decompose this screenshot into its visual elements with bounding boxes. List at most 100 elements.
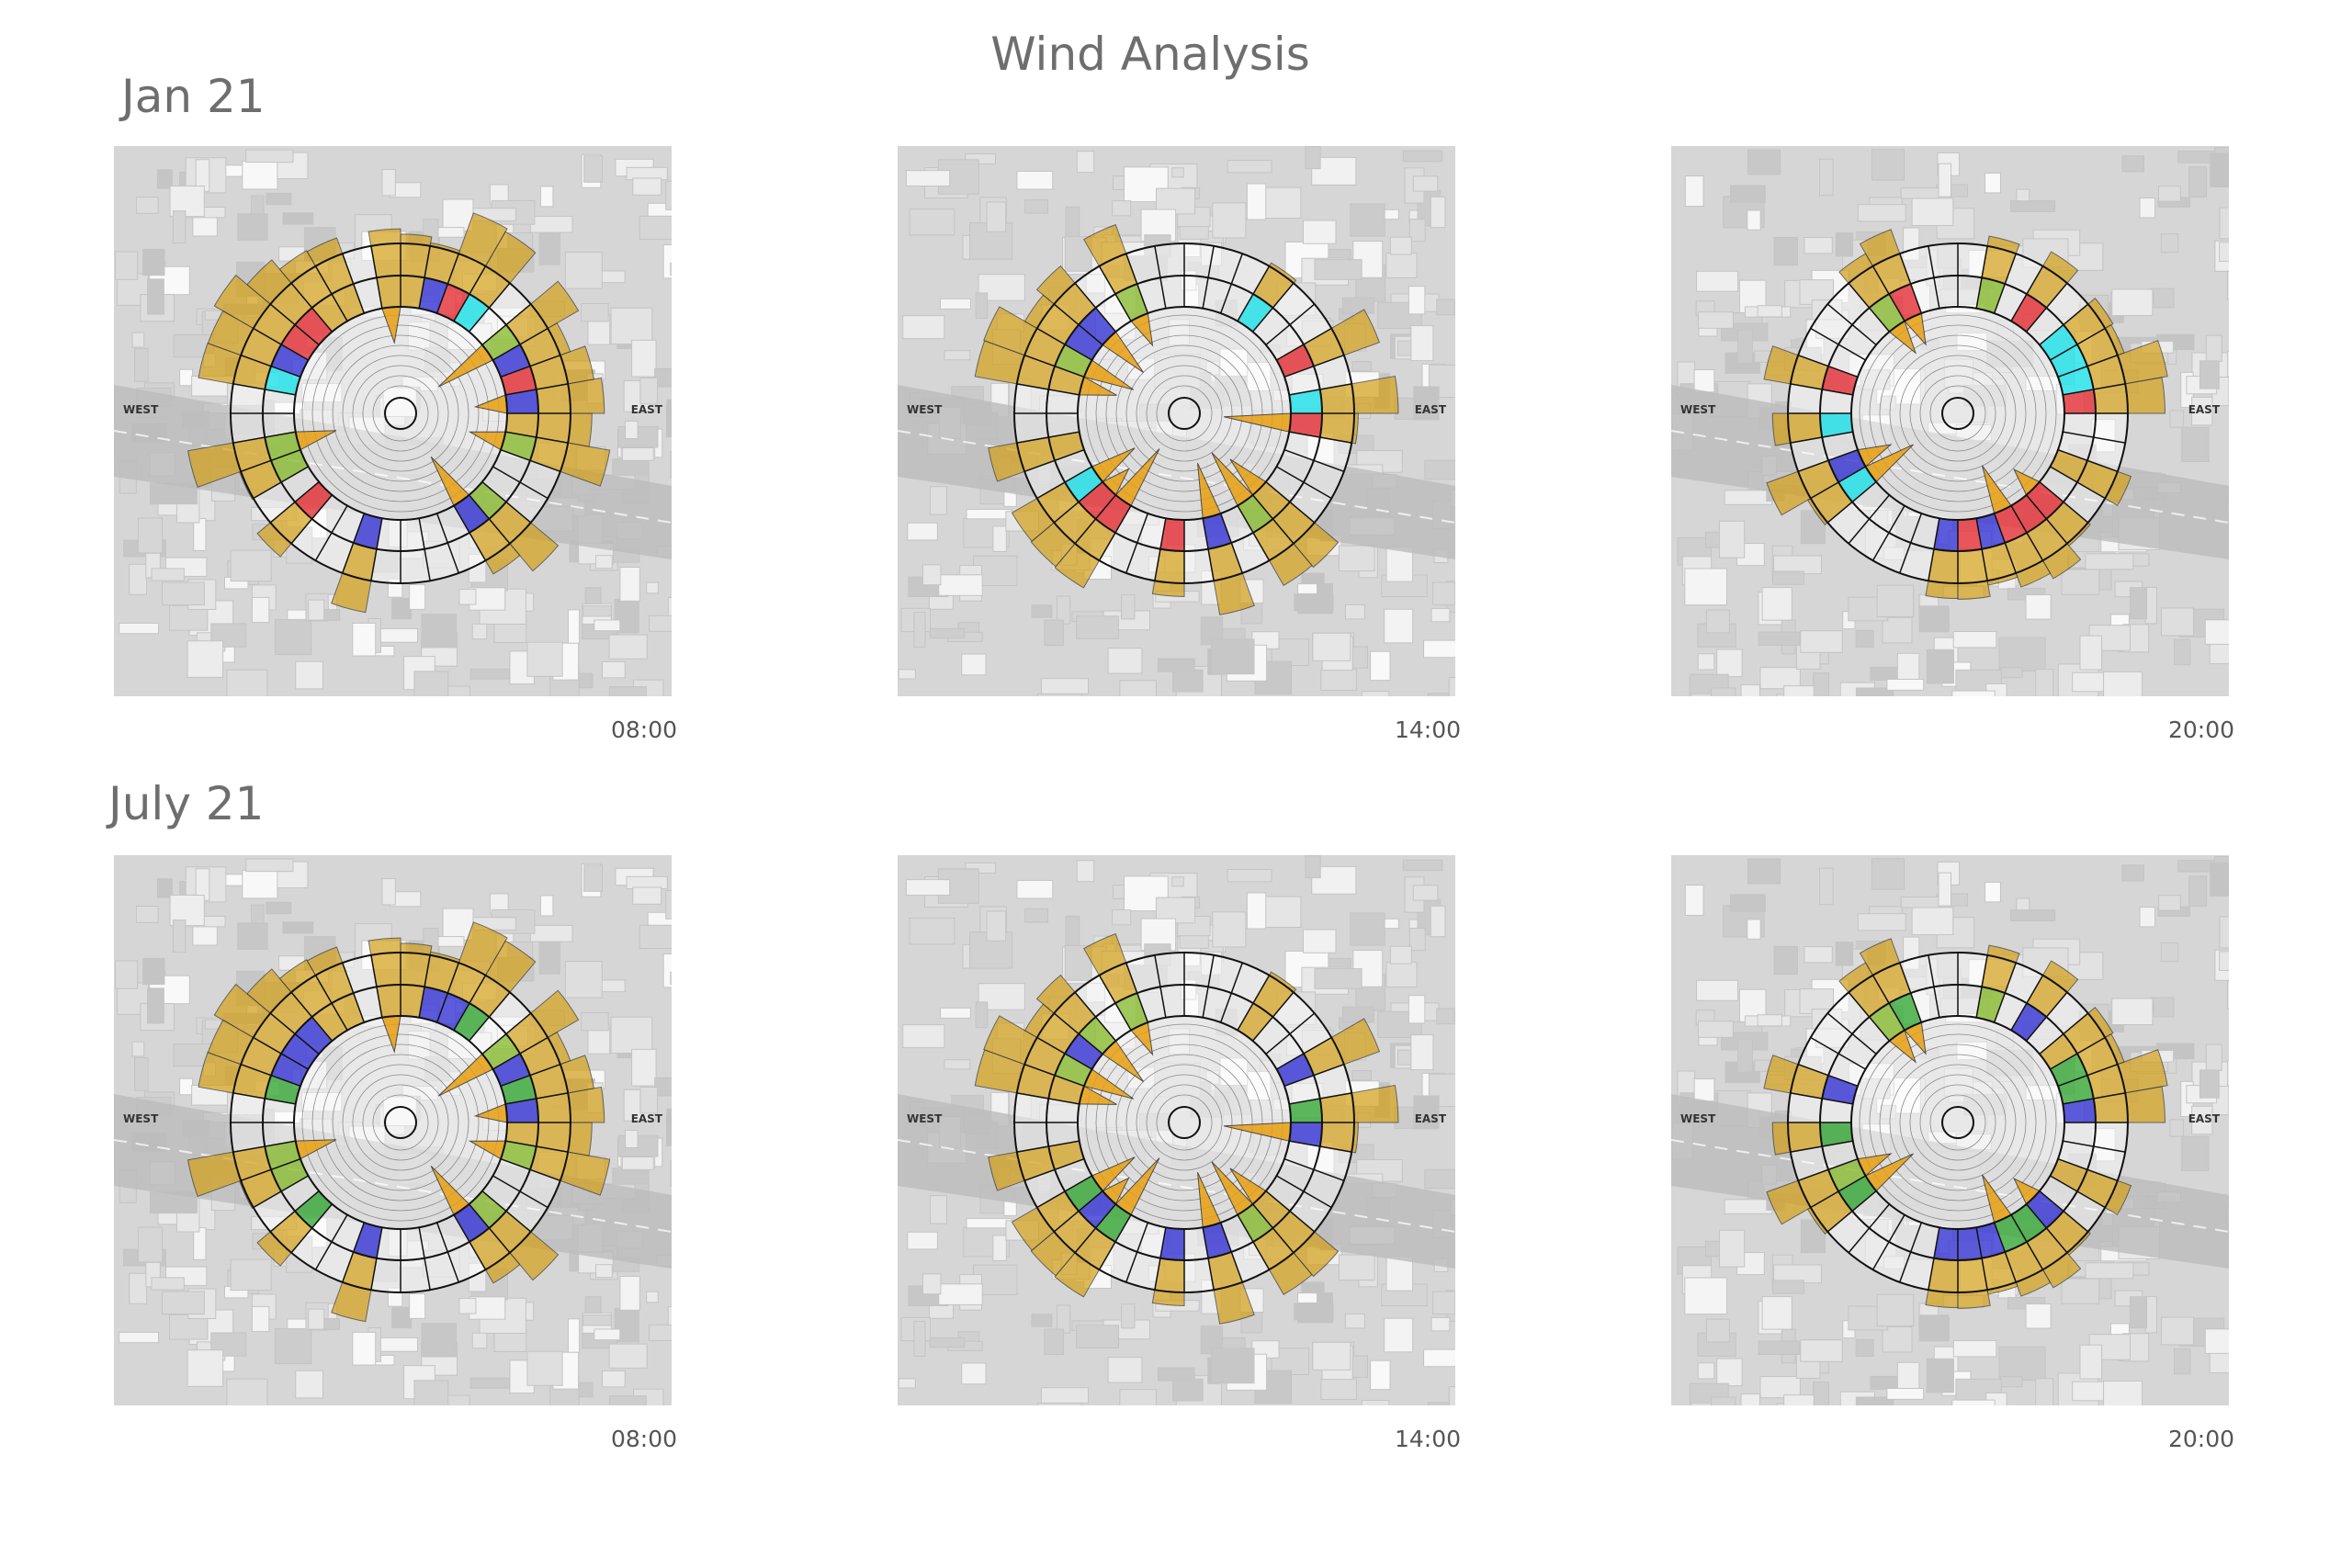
rose-spoke (1125, 962, 1149, 1023)
building (1076, 860, 1095, 883)
building (2010, 200, 2056, 212)
building (301, 382, 343, 403)
building (137, 1226, 164, 1263)
building (1430, 1316, 1451, 1332)
rose-spoke (1826, 1012, 1877, 1055)
building (567, 609, 581, 644)
rose-ring (322, 334, 480, 492)
building (1246, 183, 1267, 220)
building (1448, 677, 1455, 696)
rose-spoke (505, 383, 569, 396)
rose-spoke (1276, 327, 1332, 361)
building (1351, 361, 1372, 372)
rose-spoke (2039, 303, 2089, 346)
building (1951, 1399, 1996, 1405)
building (381, 169, 396, 197)
rose-spoke (468, 282, 511, 333)
rose-ring (1909, 1074, 2007, 1171)
rose-spoke (1023, 355, 1085, 378)
road-line (1671, 430, 2229, 524)
building (2035, 669, 2054, 696)
building (1804, 237, 1833, 254)
rose-spoke (1826, 480, 1877, 524)
rose-spoke (2063, 431, 2126, 444)
building (1305, 855, 1321, 879)
building (666, 399, 672, 417)
building (539, 895, 554, 917)
rose-spoke (2057, 448, 2119, 472)
rose-spoke (453, 265, 487, 321)
building (1064, 235, 1092, 272)
building (1998, 1346, 2046, 1381)
rose-spoke (1125, 253, 1149, 314)
rose-spoke (2025, 1203, 2068, 1254)
building (142, 957, 165, 986)
building (424, 1056, 450, 1082)
rose-spoke (1251, 494, 1295, 545)
building (665, 889, 672, 919)
rose-spoke (1098, 1214, 1132, 1270)
building (391, 597, 413, 620)
building (1384, 608, 1414, 644)
building (944, 350, 971, 361)
compass-west: WEST (123, 403, 159, 416)
rose-spoke (1053, 1012, 1103, 1055)
rose-ring (1929, 1094, 1986, 1151)
building (226, 1378, 268, 1405)
building (619, 567, 640, 602)
building (639, 924, 672, 950)
building (595, 1264, 613, 1279)
map-panel: WEST EAST (898, 146, 1455, 696)
building (1985, 1049, 2034, 1077)
building (295, 660, 323, 690)
building (583, 864, 604, 892)
building (930, 486, 947, 515)
building (1938, 872, 1952, 907)
rose-spoke (468, 991, 511, 1042)
building (1119, 1389, 1157, 1405)
rose-spoke (1871, 265, 1905, 321)
building (582, 604, 612, 617)
building (944, 1059, 971, 1070)
road-line (898, 1139, 1455, 1233)
building (2160, 607, 2195, 637)
building (1860, 369, 1891, 390)
rose-spoke (269, 303, 320, 346)
road-line (1671, 1139, 2229, 1233)
building (245, 858, 294, 873)
building (308, 1308, 325, 1330)
building (135, 196, 159, 214)
building (1985, 340, 2034, 367)
building (2010, 909, 2056, 921)
building (2072, 671, 2105, 693)
building (2191, 396, 2213, 426)
rose-spoke (253, 1175, 309, 1209)
building (1385, 547, 1414, 582)
rose-spoke (1283, 448, 1345, 472)
building (564, 961, 603, 998)
rose-ring (1115, 1054, 1253, 1191)
building (409, 1292, 426, 1319)
rose-spoke (435, 513, 459, 574)
building (619, 1276, 640, 1311)
rose-spoke (1053, 480, 1103, 524)
building (156, 878, 173, 898)
building (2160, 942, 2179, 963)
building (1302, 220, 1337, 244)
building (1408, 219, 1426, 243)
building (564, 252, 603, 289)
building (1772, 1280, 1804, 1294)
rose-spoke (1790, 1092, 1853, 1105)
building (1385, 252, 1418, 278)
building (594, 619, 621, 632)
building (119, 1331, 160, 1344)
building (526, 641, 563, 677)
building (1427, 1402, 1455, 1405)
rose-spoke (2025, 991, 2068, 1042)
rose-spoke (2039, 1012, 2089, 1055)
building (2103, 1380, 2143, 1405)
building (119, 622, 160, 635)
rose-center (1168, 397, 1201, 430)
building (115, 251, 139, 280)
building (938, 1283, 983, 1305)
